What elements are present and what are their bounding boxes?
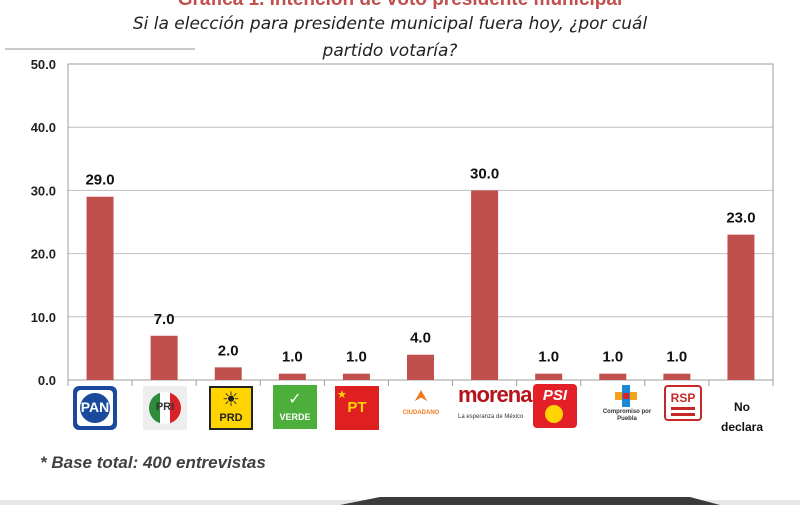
verde-logo-text: VERDE (279, 412, 311, 422)
toucan-icon: ✓ (288, 391, 302, 408)
bar (407, 354, 434, 380)
eagle-icon: ⮝ (414, 388, 428, 405)
data-label: 7.0 (154, 311, 175, 328)
data-label: 1.0 (346, 349, 367, 366)
bar (342, 373, 370, 380)
data-label: 2.0 (218, 342, 239, 359)
psi-logo-text: PSI (542, 387, 568, 404)
prd-logo: ☀ PRD (209, 386, 253, 430)
question-line-2: partido votaría? (322, 41, 458, 61)
pt-logo: ★ PT (335, 386, 379, 430)
bar (278, 373, 306, 380)
pan-logo: PAN (73, 386, 117, 430)
data-label: 1.0 (538, 349, 559, 366)
bar-chart: 0.0 10.0 20.0 30.0 40.0 50.0 29.0 7.0 2.0 1.0 1.0 4… (31, 57, 774, 388)
data-label: 1.0 (282, 349, 303, 366)
bar (150, 335, 178, 380)
y-tick-label: 0.0 (38, 373, 56, 388)
mc-logo-text: CIUDADANO (402, 410, 440, 416)
rsp-logo-text: RSP (670, 391, 696, 405)
data-label: 1.0 (602, 349, 623, 366)
data-label: 4.0 (410, 330, 431, 347)
bar (86, 196, 114, 380)
question-line-1: Si la elección para presidente municipal… (132, 14, 648, 34)
data-label: 1.0 (666, 349, 687, 366)
pri-logo-text: PRI (155, 401, 175, 413)
morena-logo: morena La esperanza de México (458, 382, 532, 430)
base-footnote: * Base total: 400 entrevistas (40, 453, 266, 472)
bar (599, 373, 627, 380)
star-shape-icon (615, 385, 637, 407)
y-tick-label: 30.0 (31, 183, 56, 198)
bar (471, 190, 499, 380)
rsp-logo: RSP (664, 385, 702, 421)
pt-logo-text: PT (347, 399, 367, 416)
bar (727, 234, 755, 380)
y-tick-label: 20.0 (31, 247, 56, 262)
bar (663, 373, 691, 380)
data-label: 30.0 (470, 165, 499, 182)
prd-logo-text: PRD (219, 412, 243, 424)
pri-logo: PRI (143, 386, 187, 430)
star-icon: ★ (337, 389, 347, 401)
y-tick-label: 50.0 (31, 57, 56, 72)
spiral-icon (545, 405, 563, 423)
morena-tagline: La esperanza de México (458, 414, 524, 420)
compromiso-por-puebla-logo: Compromiso por Puebla (598, 385, 656, 429)
header-divider (5, 48, 195, 50)
y-tick-label: 10.0 (31, 310, 56, 325)
data-label: 29.0 (85, 172, 114, 189)
bar (214, 367, 242, 380)
bottom-decoration (0, 497, 800, 505)
data-label: 23.0 (726, 210, 755, 227)
sun-icon: ☀ (222, 389, 240, 411)
bar (535, 373, 563, 380)
movimiento-ciudadano-logo: ⮝ CIUDADANO (398, 388, 444, 432)
psi-logo: PSI (533, 384, 577, 428)
pan-logo-text: PAN (80, 399, 110, 415)
chart-heading: Gráfica 1. Intención de voto presidente … (0, 0, 800, 11)
no-declara-label: No declara (720, 400, 764, 434)
morena-logo-text: morena (458, 382, 532, 407)
compromiso-logo-text: Compromiso por Puebla (602, 409, 652, 422)
verde-logo: ✓ VERDE (273, 385, 317, 429)
y-tick-label: 40.0 (31, 120, 56, 135)
